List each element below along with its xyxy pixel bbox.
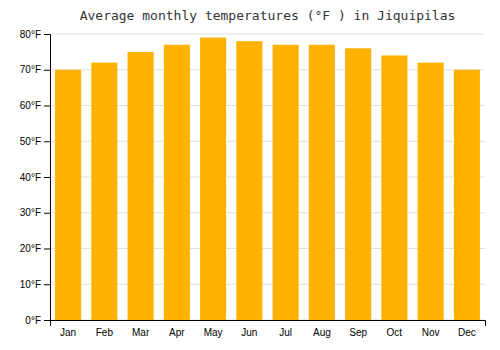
bar — [454, 70, 480, 320]
tick-label: Oct — [387, 327, 403, 338]
tick: Nov — [422, 327, 440, 338]
y-axis: 0°F 10°F 20°F 30°F 40°F 50°F 60°F 70°F 80°F — [20, 29, 51, 326]
tick: Dec — [458, 327, 476, 338]
tick-mark — [44, 320, 50, 321]
tick-mark — [44, 34, 50, 35]
tick-mark — [44, 141, 50, 142]
tick: 60°F — [20, 100, 50, 111]
tick-label: 20°F — [20, 243, 41, 254]
tick: Jan — [60, 327, 76, 338]
tick: Oct — [387, 327, 403, 338]
bar — [91, 63, 117, 320]
bar — [381, 55, 407, 320]
tick: 0°F — [25, 315, 50, 326]
bar — [128, 52, 154, 320]
tick: Jul — [279, 327, 292, 338]
tick-label: Sep — [349, 327, 367, 338]
tick-mark — [44, 213, 50, 214]
tick: Apr — [169, 327, 185, 338]
tick: Jun — [241, 327, 257, 338]
tick-label: Mar — [132, 327, 150, 338]
tick-label: Feb — [96, 327, 114, 338]
tick: 10°F — [20, 279, 50, 290]
grid — [50, 34, 485, 320]
tick-label: Apr — [169, 327, 185, 338]
tick: Feb — [96, 327, 114, 338]
tick: 80°F — [20, 29, 50, 40]
tick-label: May — [204, 327, 223, 338]
bar — [273, 45, 299, 320]
tick: Sep — [349, 327, 367, 338]
tick: 40°F — [20, 172, 50, 183]
bar — [309, 45, 335, 320]
bar — [345, 48, 371, 320]
tick-label: 0°F — [25, 315, 41, 326]
axis-domain — [51, 321, 486, 327]
tick-label: 40°F — [20, 172, 41, 183]
bar — [418, 63, 444, 320]
tick-label: 70°F — [20, 64, 41, 75]
tick-label: Jul — [279, 327, 292, 338]
bars — [55, 38, 480, 320]
tick-label: Dec — [458, 327, 476, 338]
tick-label: 60°F — [20, 100, 41, 111]
tick: 30°F — [20, 207, 50, 218]
plot: 0°F 10°F 20°F 30°F 40°F 50°F 60°F 70°F 80°F Jan Fe… — [20, 29, 486, 338]
tick-label: 50°F — [20, 136, 41, 147]
x-axis: Jan Feb Mar Apr May Jun Jul Aug Sep Oct Nov Dec — [51, 321, 486, 339]
chart: 0°F 10°F 20°F 30°F 40°F 50°F 60°F 70°F 80°F Jan Fe… — [0, 0, 500, 350]
tick-label: Aug — [313, 327, 331, 338]
axis-domain — [44, 35, 51, 321]
tick-label: Jun — [241, 327, 257, 338]
tick-mark — [44, 249, 50, 250]
title: Average monthly temperatures (°F ) in Ji… — [80, 8, 456, 23]
tick: 20°F — [20, 243, 50, 254]
tick-mark — [44, 70, 50, 71]
tick-label: 80°F — [20, 29, 41, 40]
tick-mark — [44, 177, 50, 178]
tick-label: Jan — [60, 327, 76, 338]
bar — [55, 70, 81, 320]
tick-mark — [44, 106, 50, 107]
bar — [164, 45, 190, 320]
bar — [236, 41, 262, 320]
grid-line — [50, 34, 485, 35]
tick: 50°F — [20, 136, 50, 147]
tick-label: 10°F — [20, 279, 41, 290]
tick-label: Nov — [422, 327, 440, 338]
bar — [200, 38, 226, 320]
tick: Mar — [132, 327, 150, 338]
tick-mark — [44, 284, 50, 285]
tick-label: 30°F — [20, 207, 41, 218]
tick: Aug — [313, 327, 331, 338]
tick: May — [204, 327, 223, 338]
tick: 70°F — [20, 64, 50, 75]
